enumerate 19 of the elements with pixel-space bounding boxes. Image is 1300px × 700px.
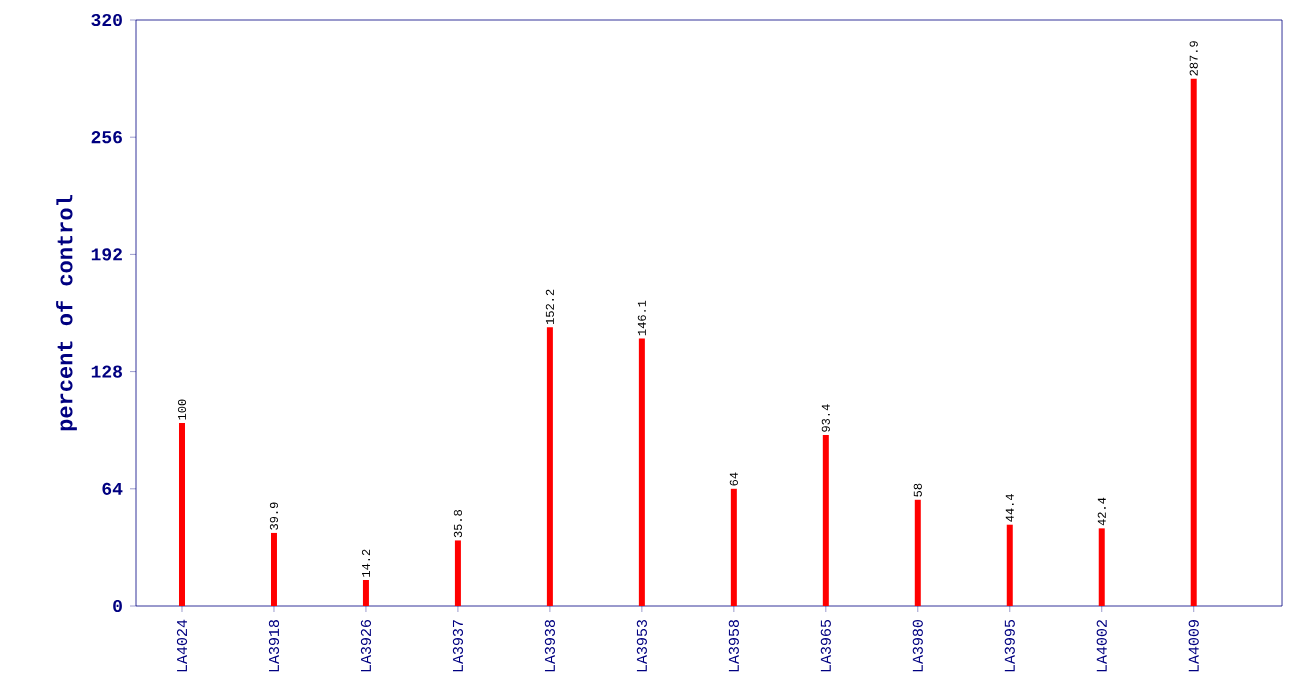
y-tick-label: 320 — [91, 13, 122, 27]
bar — [1190, 78, 1197, 606]
bar — [1098, 528, 1105, 606]
y-tick-label: 128 — [91, 365, 122, 378]
bar — [1006, 524, 1013, 606]
bar — [822, 434, 829, 606]
bar — [270, 532, 277, 606]
y-axis-title: percent of control — [56, 195, 77, 431]
bar — [546, 327, 553, 606]
bar — [914, 499, 921, 606]
bar — [362, 580, 369, 606]
y-tick-label: 0 — [113, 599, 122, 613]
bar — [454, 540, 461, 606]
y-tick-label: 64 — [102, 482, 123, 495]
y-tick-label: 256 — [91, 131, 122, 144]
bar — [178, 422, 185, 606]
bar — [730, 488, 737, 606]
bar — [638, 338, 645, 606]
y-tick-label: 192 — [91, 248, 122, 261]
